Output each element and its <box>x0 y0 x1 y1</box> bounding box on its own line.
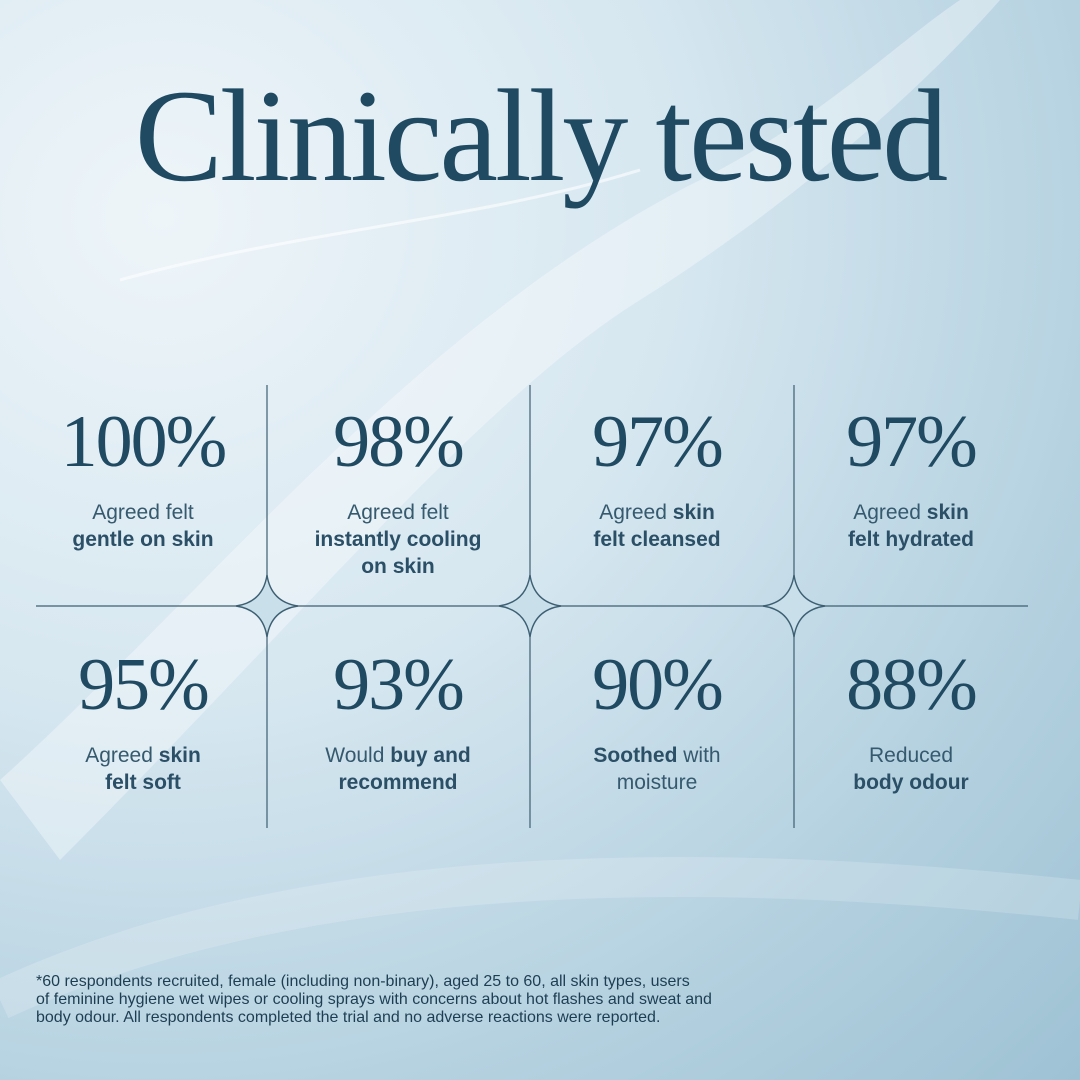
stat-description: Agreed skin felt soft <box>18 742 268 796</box>
description-text: Agreed <box>599 501 673 524</box>
footnote-line: of feminine hygiene wet wipes or cooling… <box>36 991 712 1008</box>
footnote: *60 respondents recruited, female (inclu… <box>36 973 1046 1027</box>
star <box>235 574 299 638</box>
description-text: felt cleansed <box>593 528 721 551</box>
stat-value: 95% <box>78 644 210 726</box>
description-line: Agreed skin <box>786 499 1036 526</box>
description-text: gentle on skin <box>72 528 214 551</box>
stat: 90% Soothed with moisture <box>532 648 782 796</box>
description-line: felt soft <box>18 769 268 796</box>
description-text: skin <box>926 501 969 524</box>
stat-value: 93% <box>333 644 465 726</box>
description-line: Agreed felt <box>273 499 523 526</box>
description-line: Soothed with <box>532 742 782 769</box>
footnote-line: body odour. All respondents completed th… <box>36 1009 661 1026</box>
stat-value: 97% <box>592 401 724 483</box>
stat-description: Agreed felt instantly cooling on skin <box>273 499 523 580</box>
description-line: moisture <box>532 769 782 796</box>
light-arc <box>0 856 1080 1019</box>
stat-value: 88% <box>846 644 978 726</box>
water-streak <box>119 168 641 282</box>
stat-description: Soothed with moisture <box>532 742 782 796</box>
description-line: Agreed skin <box>18 742 268 769</box>
description-line: felt hydrated <box>786 526 1036 553</box>
description-text: skin <box>672 501 715 524</box>
description-text: body odour <box>853 771 969 794</box>
stat-description: Agreed felt gentle on skin <box>18 499 268 553</box>
stat-value: 90% <box>592 644 724 726</box>
stat: 93% Would buy and recommend <box>273 648 523 796</box>
description-line: gentle on skin <box>18 526 268 553</box>
description-text: Reduced <box>868 744 954 767</box>
description-text: on skin <box>361 555 435 578</box>
description-text: recommend <box>338 771 458 794</box>
description-text: Agreed felt <box>347 501 449 524</box>
description-text: with <box>677 744 721 767</box>
description-text: felt soft <box>105 771 181 794</box>
description-line: Would buy and <box>273 742 523 769</box>
stat: 97% Agreed skin felt hydrated <box>786 405 1036 553</box>
stat-description: Would buy and recommend <box>273 742 523 796</box>
stat-description: Reduced body odour <box>786 742 1036 796</box>
description-line: Reduced <box>786 742 1036 769</box>
description-text: felt hydrated <box>847 528 975 551</box>
description-line: felt cleansed <box>532 526 782 553</box>
description-text: Would <box>325 744 391 767</box>
description-text: Agreed <box>853 501 927 524</box>
stat-value: 97% <box>846 401 978 483</box>
stars <box>235 574 826 638</box>
description-text: skin <box>158 744 201 767</box>
description-line: on skin <box>273 553 523 580</box>
stat-value: 98% <box>333 401 465 483</box>
description-line: recommend <box>273 769 523 796</box>
stat: 95% Agreed skin felt soft <box>18 648 268 796</box>
footnote-line: *60 respondents recruited, female (inclu… <box>36 973 690 990</box>
stat: 100% Agreed felt gentle on skin <box>18 405 268 553</box>
stat-description: Agreed skin felt hydrated <box>786 499 1036 553</box>
stat: 97% Agreed skin felt cleansed <box>532 405 782 553</box>
stat: 98% Agreed felt instantly cooling on skin <box>273 405 523 580</box>
title: Clinically tested <box>134 62 948 209</box>
stat-value: 100% <box>60 401 228 483</box>
description-line: instantly cooling <box>273 526 523 553</box>
description-line: body odour <box>786 769 1036 796</box>
star <box>762 574 826 638</box>
water-splash <box>0 0 1000 860</box>
description-text: Agreed felt <box>92 501 194 524</box>
description-line: Agreed skin <box>532 499 782 526</box>
description-text: moisture <box>616 771 698 794</box>
star <box>498 574 562 638</box>
description-text: instantly cooling <box>314 528 482 551</box>
stat: 88% Reduced body odour <box>786 648 1036 796</box>
description-text: Soothed <box>593 744 678 767</box>
stat-description: Agreed skin felt cleansed <box>532 499 782 553</box>
description-line: Agreed felt <box>18 499 268 526</box>
description-text: Agreed <box>85 744 159 767</box>
description-text: buy and <box>390 744 471 767</box>
